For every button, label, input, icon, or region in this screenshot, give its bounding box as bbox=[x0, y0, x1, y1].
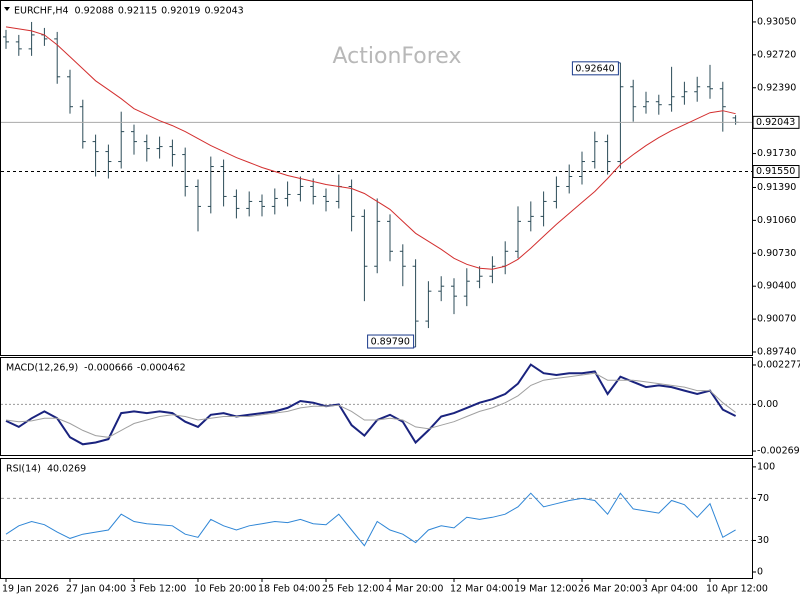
x-tick-label: 3 Feb 12:00 bbox=[130, 584, 186, 595]
menu-arrow bbox=[4, 7, 10, 11]
x-tick-label: 26 Mar 20:00 bbox=[578, 584, 641, 595]
y-tick-label: 0.91390 bbox=[757, 182, 796, 193]
series-line bbox=[5, 363, 737, 446]
panel-value: 0.92088 bbox=[75, 6, 114, 17]
rsi-panel bbox=[0, 458, 753, 579]
annotation-box bbox=[367, 334, 415, 349]
y-tick-label: -0.002693 bbox=[757, 446, 800, 457]
y-tick-label: 0.002277 bbox=[757, 359, 800, 370]
y-tick-label: 0.90070 bbox=[757, 314, 796, 325]
y-tick-label: 30 bbox=[757, 535, 769, 546]
y-tick-label: 0.89740 bbox=[757, 347, 796, 358]
level-label: 0.91550 bbox=[756, 166, 795, 177]
panel-value: 0.92019 bbox=[161, 6, 200, 17]
y-tick-label: 0.91730 bbox=[757, 148, 796, 159]
x-tick-label: 27 Jan 04:00 bbox=[66, 584, 126, 595]
x-tick-label: 18 Feb 04:00 bbox=[258, 584, 320, 595]
series-line bbox=[5, 26, 736, 270]
x-tick-label: 10 Apr 12:00 bbox=[706, 584, 768, 595]
panel-title: EURCHF,H4 bbox=[14, 6, 69, 17]
macd-panel bbox=[0, 357, 753, 456]
x-tick-label: 4 Mar 20:00 bbox=[386, 584, 443, 595]
x-tick-label: 12 Mar 04:00 bbox=[450, 584, 513, 595]
y-tick-label: 0.91060 bbox=[757, 215, 796, 226]
annotation-label: 0.89790 bbox=[371, 337, 410, 348]
panel-value: 0.92043 bbox=[204, 6, 243, 17]
y-tick-label: 100 bbox=[757, 461, 775, 472]
y-tick-label: 0.00 bbox=[757, 399, 778, 410]
panel-value: 40.0269 bbox=[47, 464, 86, 475]
annotation-label: 0.92640 bbox=[575, 63, 614, 74]
current-price-label: 0.92043 bbox=[756, 117, 795, 128]
y-tick-label: 70 bbox=[757, 493, 769, 504]
x-tick-label: 3 Apr 04:00 bbox=[642, 584, 698, 595]
y-tick-label: 0.92390 bbox=[757, 82, 796, 93]
y-tick-label: 0 bbox=[757, 567, 763, 578]
y-tick-label: 0.93050 bbox=[757, 16, 796, 27]
annotation-box bbox=[571, 61, 619, 76]
current-price-label-box bbox=[752, 115, 800, 129]
x-tick-label: 19 Jan 2026 bbox=[2, 584, 59, 595]
panel-title: MACD(12,26,9) bbox=[6, 363, 78, 374]
y-tick-label: 0.92720 bbox=[757, 49, 796, 60]
x-tick-label: 19 Mar 12:00 bbox=[514, 584, 577, 595]
x-tick-label: 10 Feb 20:00 bbox=[194, 584, 256, 595]
y-tick-label: 0.90400 bbox=[757, 281, 796, 292]
y-tick-label: 0.90730 bbox=[757, 248, 796, 259]
panel-value: -0.000666 bbox=[84, 363, 133, 374]
series-line bbox=[5, 492, 736, 547]
panel-value: 0.92115 bbox=[118, 6, 157, 17]
panel-value: -0.000462 bbox=[137, 363, 186, 374]
x-tick-label: 25 Feb 12:00 bbox=[322, 584, 384, 595]
panel-title: RSI(14) bbox=[6, 464, 41, 475]
level-label-box bbox=[752, 165, 800, 179]
series-line bbox=[5, 372, 736, 438]
watermark: ActionForex bbox=[333, 44, 462, 69]
